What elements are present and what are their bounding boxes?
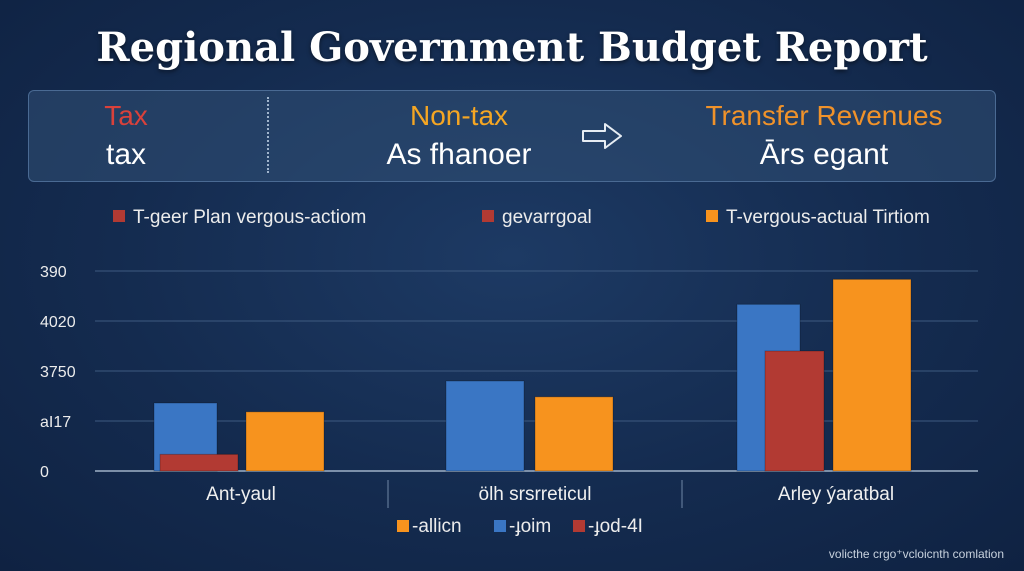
bottom-legend-swatch-red [573, 520, 585, 532]
banner-transfer: Transfer Revenues Ārs egant [649, 91, 999, 181]
bottom-legend-label: -allicn [412, 516, 462, 537]
banner-divider [267, 97, 269, 173]
legend-label: T-geer Plan vergous-actiom [133, 207, 367, 228]
banner-nontax: Non-tax As fhanoer [329, 91, 589, 181]
legend-label: gevarrgoal [502, 207, 592, 228]
bottom-legend-label: -ɟod-4I [588, 516, 643, 537]
y-tick-label: 390 [40, 264, 67, 281]
bottom-legend-label: -ɟoim [509, 516, 552, 537]
bar-orange [245, 411, 325, 472]
bar-orange [534, 396, 614, 472]
legend-label: T-vergous-actual Tirtiom [726, 207, 930, 228]
x-category-label: ölh srsrreticul [479, 484, 592, 505]
bottom-legend-item: -ɟod-4I [573, 516, 643, 538]
bottom-legend-swatch-orange [397, 520, 409, 532]
banner-tax: Tax tax [81, 91, 171, 181]
y-tick-label: 3750 [40, 364, 76, 381]
banner-tax-subtext: tax [105, 138, 147, 171]
legend-item-plan: T-geer Plan vergous-actiom [113, 207, 366, 229]
bottom-legend-item: -ɟoim [494, 516, 551, 538]
banner-nontax-subtext: As fhanoer [386, 138, 532, 171]
legend-swatch-orange [706, 210, 718, 222]
x-category-label: Ant-yaul [206, 484, 276, 505]
banner-transfer-heading: Transfer Revenues [705, 100, 943, 131]
legend-item-goal: gevarrgoal [482, 207, 592, 229]
banner-nontax-heading: Non-tax [409, 100, 509, 131]
bar-orange [832, 278, 912, 472]
y-tick-label: 0 [40, 464, 49, 481]
footnote: volicthe crgo⁺vcloicnth comlation [828, 547, 1004, 561]
y-tick-label: aI17 [40, 414, 71, 431]
x-category-label: Arley ýaratbal [778, 484, 894, 505]
revenue-banner: Tax tax Non-tax As fhanoer Transfer Reve… [28, 90, 996, 182]
arrow-right-icon [582, 123, 622, 149]
banner-tax-heading: Tax [104, 100, 148, 131]
bar-red [764, 350, 825, 472]
legend-swatch-red [113, 210, 125, 222]
page-title: Regional Government Budget Report [96, 24, 928, 71]
banner-transfer-subtext: Ārs egant [759, 138, 889, 171]
bar-red [159, 453, 239, 472]
legend-item-actual: T-vergous-actual Tirtiom [706, 207, 930, 229]
legend-swatch-red [482, 210, 494, 222]
bottom-legend-swatch-blue [494, 520, 506, 532]
bottom-legend-item: -allicn [397, 516, 462, 538]
bar-blue [445, 380, 525, 472]
y-tick-label: 4020 [40, 314, 76, 331]
